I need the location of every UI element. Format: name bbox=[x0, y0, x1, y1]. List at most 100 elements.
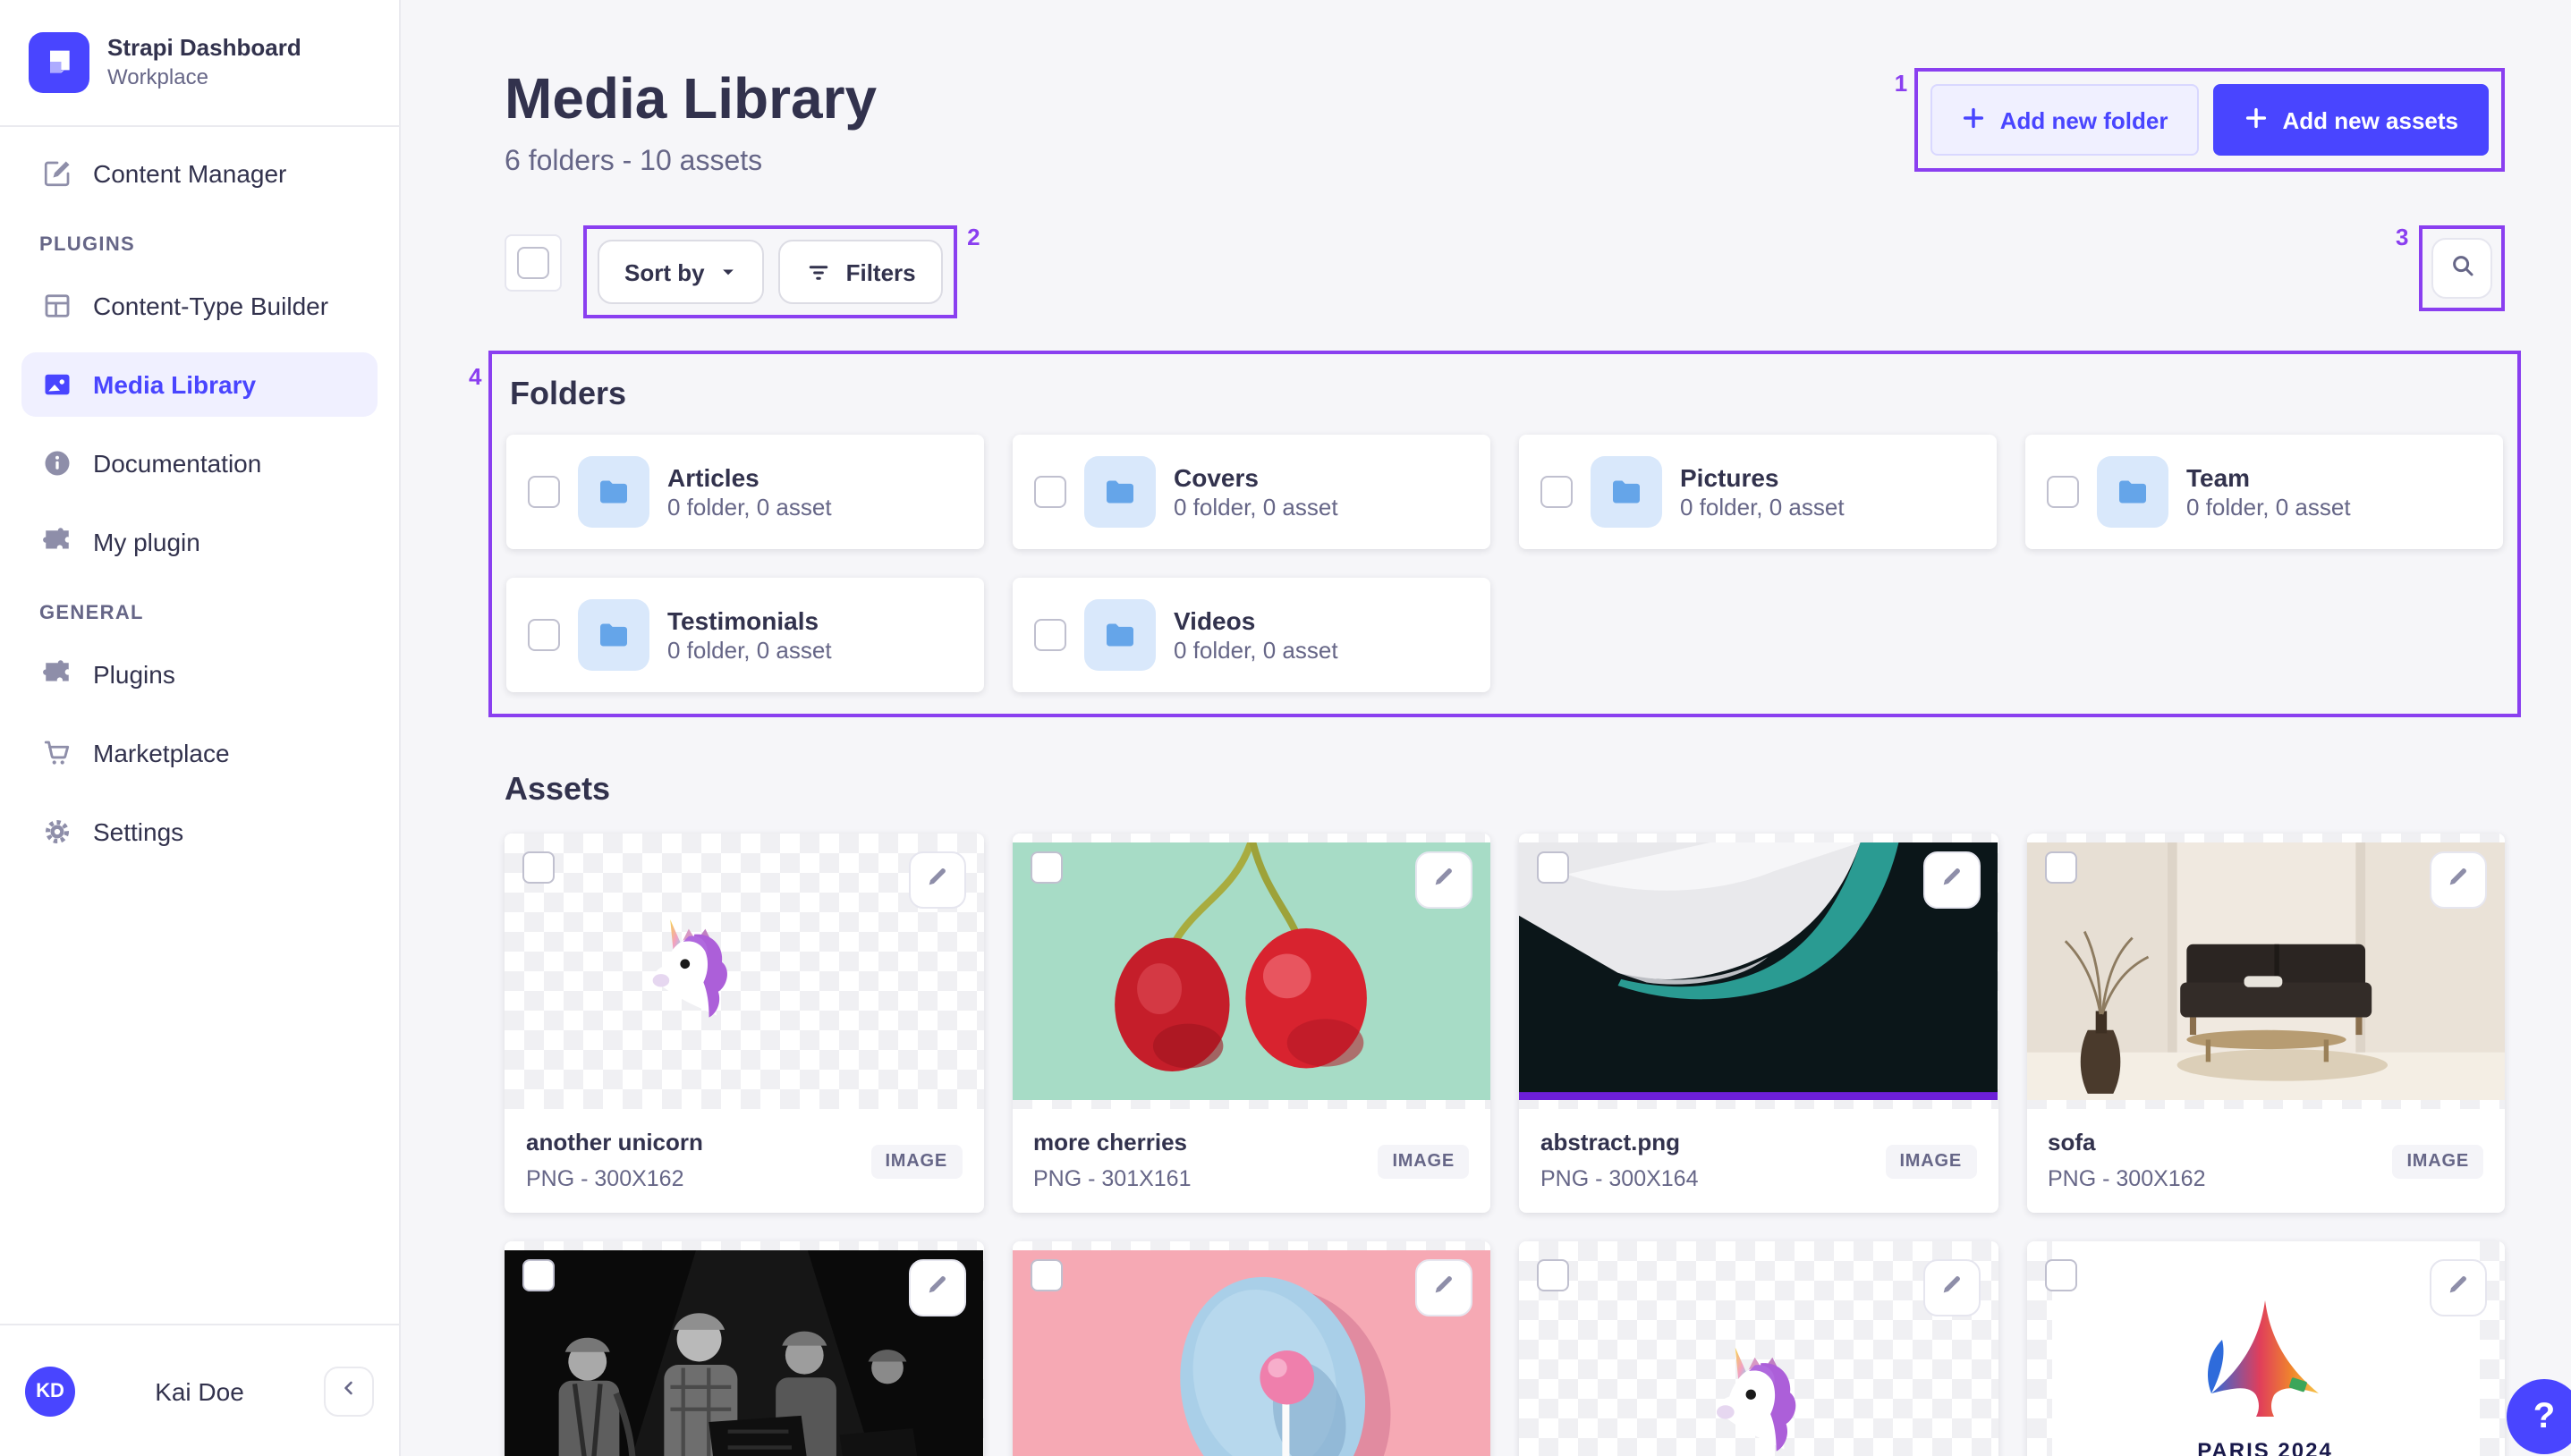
search-icon bbox=[2448, 252, 2475, 284]
checkbox[interactable] bbox=[1034, 619, 1066, 652]
filters-button[interactable]: Filters bbox=[777, 240, 943, 305]
asset-card-sofa[interactable]: sofa PNG - 300X162 IMAGE bbox=[2026, 834, 2505, 1214]
folder-text: Testimonials 0 folder, 0 asset bbox=[667, 604, 832, 666]
page-title: Media Library bbox=[505, 66, 878, 131]
search-button[interactable] bbox=[2431, 238, 2492, 300]
asset-card-band-photo[interactable] bbox=[505, 1241, 983, 1456]
sidebar-item-settings[interactable]: Settings bbox=[21, 800, 378, 864]
annotation-box-2: 2 Sort by Filters bbox=[583, 225, 980, 319]
sidebar-collapse-button[interactable] bbox=[324, 1366, 374, 1416]
folder-text: Covers 0 folder, 0 asset bbox=[1174, 461, 1338, 523]
checkbox[interactable] bbox=[1030, 1259, 1062, 1292]
checkbox[interactable] bbox=[2044, 1259, 2076, 1292]
edit-asset-button[interactable] bbox=[2430, 1259, 2487, 1317]
folder-card-pictures[interactable]: Pictures 0 folder, 0 asset bbox=[1519, 435, 1997, 550]
edit-asset-button[interactable] bbox=[1922, 851, 1980, 910]
asset-image-unicorn-emoji bbox=[1519, 1241, 1998, 1456]
add-new-folder-button[interactable]: Add new folder bbox=[1930, 84, 2199, 156]
edit-asset-button[interactable] bbox=[2430, 851, 2487, 910]
checkbox[interactable] bbox=[1030, 851, 1062, 885]
sidebar-item-marketplace[interactable]: Marketplace bbox=[21, 721, 378, 785]
folders-grid: Articles 0 folder, 0 asset Covers 0 fold… bbox=[506, 435, 2503, 693]
checkbox[interactable] bbox=[528, 476, 560, 509]
annotation-number-2: 2 bbox=[967, 224, 980, 251]
checkbox[interactable] bbox=[1034, 476, 1066, 509]
asset-footer: sofa PNG - 300X162 IMAGE bbox=[2026, 1109, 2505, 1213]
sidebar: Strapi Dashboard Workplace Content Manag… bbox=[0, 0, 401, 1456]
pencil-icon bbox=[1431, 1271, 1456, 1305]
help-button[interactable]: ? bbox=[2507, 1379, 2571, 1454]
sidebar-item-label: Content-Type Builder bbox=[93, 292, 329, 320]
folder-text: Videos 0 folder, 0 asset bbox=[1174, 604, 1338, 666]
select-all-checkbox[interactable] bbox=[505, 234, 562, 292]
sort-by-label: Sort by bbox=[624, 258, 705, 286]
asset-meta: PNG - 300X164 bbox=[1540, 1166, 1699, 1192]
folder-card-covers[interactable]: Covers 0 folder, 0 asset bbox=[1013, 435, 1490, 550]
edit-asset-button[interactable] bbox=[908, 851, 965, 910]
pencil-icon bbox=[924, 1271, 949, 1305]
asset-card-lollipop[interactable] bbox=[1012, 1241, 1490, 1456]
main-content: Media Library 6 folders - 10 assets 1 Ad… bbox=[401, 0, 2571, 1456]
asset-card-paris-2024[interactable]: PARIS 2024 bbox=[2026, 1241, 2505, 1456]
annotation-number-3: 3 bbox=[2396, 224, 2409, 251]
asset-card-abstract[interactable]: abstract.png PNG - 300X164 IMAGE bbox=[1519, 834, 1998, 1214]
edit-asset-button[interactable] bbox=[1922, 1259, 1980, 1317]
asset-image-paris-2024-logo: PARIS 2024 bbox=[2051, 1241, 2480, 1456]
asset-card-another-unicorn[interactable]: another unicorn PNG - 300X162 IMAGE bbox=[505, 834, 983, 1214]
page-subtitle: 6 folders - 10 assets bbox=[505, 147, 763, 178]
asset-text: sofa PNG - 300X162 bbox=[2048, 1129, 2206, 1193]
edit-asset-button[interactable] bbox=[908, 1259, 965, 1317]
user-name: Kai Doe bbox=[155, 1376, 244, 1405]
checkbox[interactable] bbox=[522, 1259, 555, 1292]
plus-icon bbox=[2243, 105, 2268, 135]
asset-image-sofa bbox=[2026, 842, 2505, 1101]
checkbox[interactable] bbox=[1537, 851, 1569, 885]
sidebar-item-label: Media Library bbox=[93, 370, 257, 399]
add-new-assets-label: Add new assets bbox=[2282, 106, 2458, 133]
filter-icon bbox=[805, 258, 832, 285]
sort-by-button[interactable]: Sort by bbox=[598, 240, 764, 305]
checkbox[interactable] bbox=[2044, 851, 2076, 885]
folder-icon bbox=[1591, 456, 1662, 529]
edit-asset-button[interactable] bbox=[1415, 851, 1472, 910]
sidebar-item-my-plugin[interactable]: My plugin bbox=[21, 510, 378, 574]
add-new-folder-label: Add new folder bbox=[1999, 106, 2168, 133]
puzzle-icon bbox=[39, 656, 75, 692]
folder-name: Testimonials bbox=[667, 605, 819, 635]
folder-icon bbox=[578, 456, 649, 529]
plus-icon bbox=[1961, 105, 1986, 135]
asset-card-unicorn[interactable] bbox=[1519, 1241, 1998, 1456]
asset-media-abstract bbox=[1519, 834, 1998, 1110]
add-new-assets-button[interactable]: Add new assets bbox=[2212, 84, 2489, 156]
sidebar-item-documentation[interactable]: Documentation bbox=[21, 431, 378, 495]
folder-card-team[interactable]: Team 0 folder, 0 asset bbox=[2025, 435, 2503, 550]
pencil-icon bbox=[1939, 1271, 1964, 1305]
sidebar-item-content-manager[interactable]: Content Manager bbox=[21, 141, 378, 206]
folder-card-articles[interactable]: Articles 0 folder, 0 asset bbox=[506, 435, 984, 550]
asset-image-lollipop bbox=[1012, 1250, 1490, 1456]
sidebar-item-label: My plugin bbox=[93, 528, 200, 556]
sidebar-item-media-library[interactable]: Media Library bbox=[21, 352, 378, 417]
folder-icon bbox=[1084, 456, 1156, 529]
edit-asset-button[interactable] bbox=[1415, 1259, 1472, 1317]
asset-footer: more cherries PNG - 301X161 IMAGE bbox=[1012, 1109, 1490, 1213]
asset-meta: PNG - 300X162 bbox=[2048, 1166, 2206, 1192]
info-icon bbox=[39, 445, 75, 481]
asset-type-badge: IMAGE bbox=[1378, 1144, 1469, 1179]
checkbox[interactable] bbox=[2047, 476, 2079, 509]
checkbox[interactable] bbox=[522, 851, 555, 885]
folder-card-testimonials[interactable]: Testimonials 0 folder, 0 asset bbox=[506, 578, 984, 693]
asset-type-badge: IMAGE bbox=[870, 1144, 962, 1179]
asset-footer: another unicorn PNG - 300X162 IMAGE bbox=[505, 1109, 983, 1213]
checkbox[interactable] bbox=[1537, 1259, 1569, 1292]
folder-card-videos[interactable]: Videos 0 folder, 0 asset bbox=[1013, 578, 1490, 693]
sidebar-item-content-type-builder[interactable]: Content-Type Builder bbox=[21, 274, 378, 338]
sidebar-item-plugins[interactable]: Plugins bbox=[21, 642, 378, 707]
checkbox[interactable] bbox=[1540, 476, 1573, 509]
folder-meta: 0 folder, 0 asset bbox=[2186, 493, 2351, 521]
sidebar-item-label: Marketplace bbox=[93, 739, 230, 767]
checkbox[interactable] bbox=[528, 619, 560, 652]
asset-text: abstract.png PNG - 300X164 bbox=[1540, 1129, 1699, 1193]
asset-card-more-cherries[interactable]: more cherries PNG - 301X161 IMAGE bbox=[1012, 834, 1490, 1214]
strapi-logo-icon bbox=[29, 32, 89, 93]
